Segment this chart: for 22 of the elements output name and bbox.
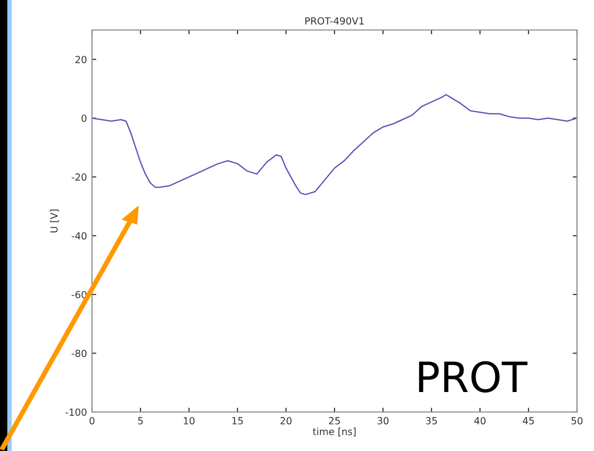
chart-title: PROT-490V1 xyxy=(305,17,364,25)
annotation: PROT xyxy=(419,361,528,393)
x-tick-label: 20 xyxy=(280,417,292,424)
x-tick-label: 45 xyxy=(522,417,534,424)
y-tick-label: -20 xyxy=(72,173,86,181)
y-tick-label: -80 xyxy=(72,350,86,358)
x-tick-label: 40 xyxy=(474,417,486,424)
y-tick-label: 20 xyxy=(75,56,86,64)
x-tick-label: 10 xyxy=(184,417,195,424)
y-tick-label: 0 xyxy=(82,114,86,122)
x-tick-label: 30 xyxy=(378,417,389,424)
x-axis-title: time [ns] xyxy=(312,428,356,436)
x-tick-label: 5 xyxy=(138,417,143,424)
y-tick-label: -40 xyxy=(72,232,86,240)
y-axis-title: U [V] xyxy=(50,210,59,232)
y-tick-label: -100 xyxy=(66,408,86,416)
line-series xyxy=(92,94,577,196)
x-tick-label: 50 xyxy=(572,417,583,424)
x-tick-label: 15 xyxy=(232,417,243,424)
x-tick-label: 35 xyxy=(426,417,437,424)
x-tick-label: 0 xyxy=(90,417,94,424)
x-tick-label: 25 xyxy=(329,417,340,424)
